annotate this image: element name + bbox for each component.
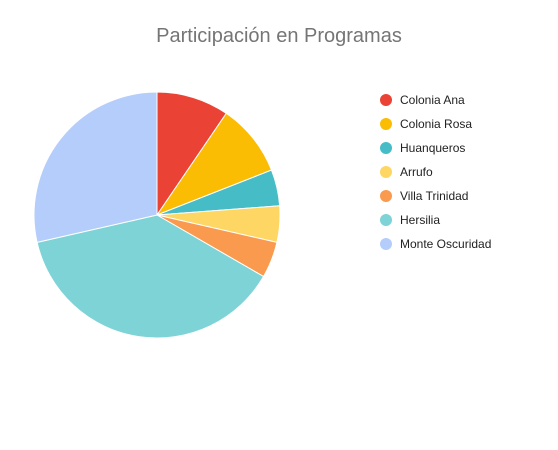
legend-label: Monte Oscuridad: [400, 237, 491, 251]
legend-item: Colonia Ana: [380, 93, 465, 107]
legend-marker: [380, 238, 392, 250]
legend-marker: [380, 214, 392, 226]
chart-title: Participación en Programas: [156, 25, 402, 47]
legend-label: Colonia Ana: [400, 93, 465, 107]
pie-slice-monte-oscuridad: [33, 91, 158, 243]
legend-marker: [380, 118, 392, 130]
legend-item: Monte Oscuridad: [380, 237, 491, 251]
legend-item: Arrufo: [380, 165, 433, 179]
legend-marker: [380, 142, 392, 154]
legend-label: Colonia Rosa: [400, 117, 472, 131]
legend: Colonia Ana Colonia Rosa Huanqueros Arrufo V…: [380, 93, 491, 251]
legend-label: Hersilia: [400, 213, 440, 227]
legend-marker: [380, 190, 392, 202]
legend-label: Arrufo: [400, 165, 433, 179]
pie-slices: [33, 91, 281, 339]
pie-slice-hersilia: [36, 214, 265, 339]
legend-item: Colonia Rosa: [380, 117, 472, 131]
legend-item: Hersilia: [380, 213, 440, 227]
legend-marker: [380, 166, 392, 178]
legend-label: Huanqueros: [400, 141, 465, 155]
legend-item: Villa Trinidad: [380, 189, 468, 203]
legend-label: Villa Trinidad: [400, 189, 468, 203]
legend-item: Huanqueros: [380, 141, 465, 155]
legend-marker: [380, 94, 392, 106]
